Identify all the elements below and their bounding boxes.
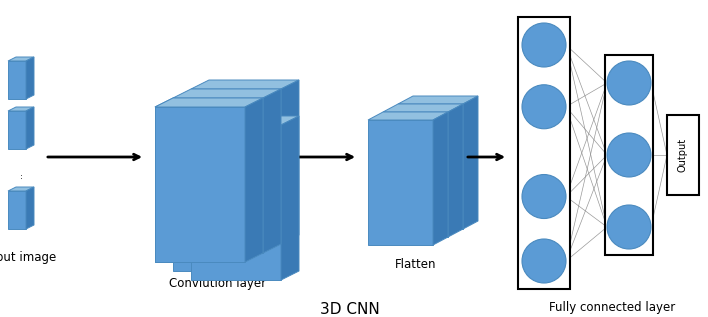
Text: Convlution layer: Convlution layer — [169, 276, 267, 289]
Polygon shape — [281, 80, 299, 244]
Polygon shape — [368, 112, 448, 120]
Polygon shape — [433, 112, 448, 245]
Polygon shape — [26, 107, 34, 149]
Polygon shape — [8, 107, 34, 111]
Polygon shape — [368, 120, 433, 245]
Polygon shape — [383, 104, 463, 112]
Polygon shape — [8, 111, 26, 149]
Polygon shape — [448, 104, 463, 237]
Polygon shape — [383, 112, 448, 237]
Circle shape — [522, 175, 566, 218]
Polygon shape — [173, 89, 281, 98]
Polygon shape — [245, 98, 263, 262]
Polygon shape — [263, 89, 281, 253]
Polygon shape — [281, 116, 299, 280]
Polygon shape — [155, 98, 263, 107]
Polygon shape — [398, 96, 478, 104]
Polygon shape — [463, 96, 478, 229]
Circle shape — [607, 205, 651, 249]
Polygon shape — [173, 98, 263, 253]
Text: Input image: Input image — [0, 250, 57, 263]
Polygon shape — [8, 61, 26, 99]
Bar — [605, 55, 653, 255]
Polygon shape — [191, 116, 299, 125]
Polygon shape — [26, 57, 34, 99]
Circle shape — [607, 61, 651, 105]
Polygon shape — [173, 107, 281, 116]
Bar — [667, 115, 699, 195]
Polygon shape — [191, 89, 281, 244]
Polygon shape — [8, 187, 34, 191]
Polygon shape — [245, 98, 263, 262]
Polygon shape — [155, 98, 263, 107]
Circle shape — [522, 23, 566, 67]
Polygon shape — [398, 104, 463, 229]
Polygon shape — [263, 107, 281, 271]
Circle shape — [607, 133, 651, 177]
Text: Output: Output — [678, 138, 688, 172]
Polygon shape — [8, 57, 34, 61]
Text: ..: .. — [14, 172, 24, 178]
Text: Flatten: Flatten — [395, 258, 436, 271]
Text: Fully connected layer: Fully connected layer — [549, 301, 675, 314]
Polygon shape — [173, 116, 263, 271]
Polygon shape — [191, 80, 299, 89]
Polygon shape — [8, 191, 26, 229]
Polygon shape — [191, 125, 281, 280]
Circle shape — [522, 239, 566, 283]
Polygon shape — [155, 107, 245, 262]
Text: 3D CNN: 3D CNN — [320, 302, 380, 317]
Bar — [518, 17, 570, 289]
Polygon shape — [155, 107, 245, 262]
Circle shape — [522, 85, 566, 129]
Polygon shape — [26, 187, 34, 229]
